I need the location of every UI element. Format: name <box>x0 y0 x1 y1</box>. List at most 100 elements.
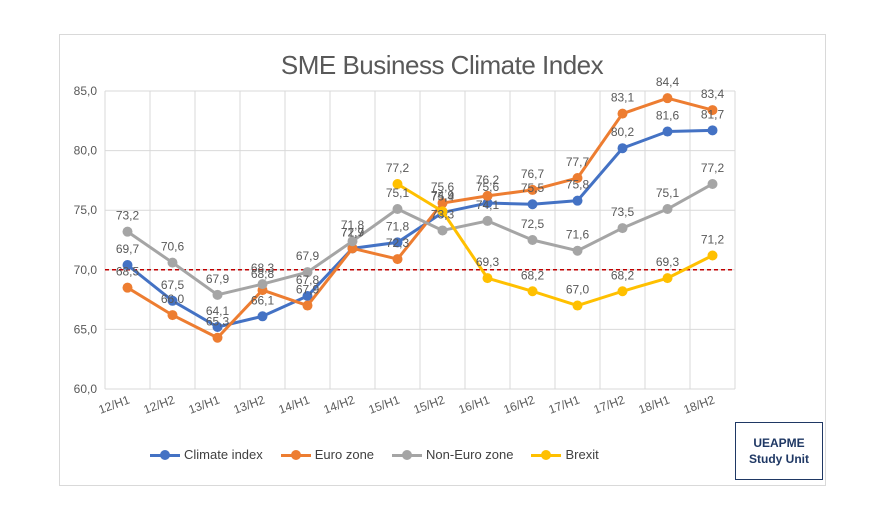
data-point-euro-zone <box>572 173 583 184</box>
data-point-climate-index <box>482 198 493 209</box>
data-label-non-euro-zone: 73,5 <box>611 205 635 219</box>
data-label-non-euro-zone: 75,1 <box>386 186 410 200</box>
data-point-non-euro-zone <box>617 223 628 234</box>
data-label-non-euro-zone: 67,9 <box>206 272 230 286</box>
y-tick-label: 75,0 <box>74 203 98 217</box>
data-label-climate-index: 71,8 <box>386 219 410 233</box>
data-label-non-euro-zone: 72,5 <box>521 217 545 231</box>
x-tick-label: 14/H1 <box>277 393 312 417</box>
data-point-euro-zone <box>302 300 313 311</box>
series-non-euro-zone <box>122 178 718 300</box>
chart-title: SME Business Climate Index <box>280 50 604 80</box>
y-tick-label: 70,0 <box>74 263 98 277</box>
data-label-euro-zone: 67,9 <box>296 283 320 297</box>
legend-swatch <box>280 449 311 460</box>
data-label-climate-index: 75,5 <box>521 181 545 195</box>
data-point-euro-zone <box>437 198 448 209</box>
data-label-climate-index: 67,5 <box>161 278 185 292</box>
data-label-brexit: 74,9 <box>431 188 455 202</box>
series-line-non-euro-zone <box>126 182 714 297</box>
x-tick-label: 17/H2 <box>592 393 627 417</box>
data-point-non-euro-zone <box>392 204 403 215</box>
y-tick-label: 80,0 <box>74 144 98 158</box>
data-point-euro-zone <box>392 254 403 265</box>
data-label-climate-index: 81,6 <box>656 109 680 123</box>
data-point-climate-index <box>707 125 718 136</box>
data-point-euro-zone <box>527 184 538 195</box>
legend: Climate index Euro zone Non-Euro zone Br… <box>150 447 599 462</box>
data-point-non-euro-zone <box>662 204 673 215</box>
data-point-non-euro-zone <box>302 267 313 278</box>
data-point-non-euro-zone <box>347 236 358 247</box>
data-point-climate-index <box>302 291 313 302</box>
y-tick-label: 65,0 <box>74 322 98 336</box>
legend-item-euro-zone: Euro zone <box>280 447 375 462</box>
data-point-non-euro-zone <box>257 279 268 290</box>
data-point-non-euro-zone <box>572 245 583 256</box>
data-label-euro-zone: 76,7 <box>521 167 545 181</box>
data-label-euro-zone: 68,8 <box>251 267 275 281</box>
legend-swatch <box>531 449 562 460</box>
data-label-euro-zone: 84,4 <box>656 75 680 89</box>
series-line-euro-zone <box>126 96 713 340</box>
data-point-brexit <box>527 286 538 297</box>
data-label-non-euro-zone: 70,6 <box>161 240 185 254</box>
data-point-non-euro-zone <box>707 178 718 189</box>
x-tick-label: 14/H2 <box>322 393 357 417</box>
data-label-non-euro-zone: 71,6 <box>566 228 590 242</box>
legend-swatch <box>392 449 423 460</box>
data-point-non-euro-zone <box>212 289 223 300</box>
data-label-climate-index: 75,4 <box>431 190 455 204</box>
ueapme-study-unit-badge: UEAPME Study Unit <box>735 422 823 480</box>
data-label-climate-index: 64,1 <box>206 304 230 318</box>
x-tick-label: 16/H1 <box>457 393 492 417</box>
data-label-climate-index: 67,8 <box>296 273 320 287</box>
data-label-non-euro-zone: 71,8 <box>341 218 365 232</box>
badge-line-1: UEAPME <box>753 436 805 450</box>
data-label-euro-zone: 83,4 <box>701 87 725 101</box>
data-label-euro-zone: 72,9 <box>341 225 365 239</box>
data-point-euro-zone <box>617 108 628 119</box>
legend-swatch <box>150 449 180 460</box>
data-point-non-euro-zone <box>527 235 538 245</box>
data-label-climate-index: 75,6 <box>476 180 500 194</box>
data-labels: 69,767,564,166,167,871,7 71,875,475,6 75,5… <box>116 75 725 329</box>
data-label-euro-zone: 76,2 <box>476 173 500 187</box>
data-label-brexit: 69,3 <box>476 255 500 269</box>
data-point-non-euro-zone <box>167 257 178 268</box>
data-point-climate-index <box>257 311 268 322</box>
data-point-climate-index <box>212 322 223 333</box>
data-label-climate-index: 81,7 <box>701 107 725 121</box>
data-point-brexit <box>572 300 583 311</box>
data-point-brexit <box>707 250 718 261</box>
x-tick-label: 13/H2 <box>232 393 267 417</box>
x-tick-label: 12/H2 <box>142 393 177 417</box>
series-brexit <box>392 178 718 311</box>
x-tick-label: 17/H1 <box>547 393 582 417</box>
gridlines <box>104 90 736 390</box>
data-point-euro-zone <box>212 332 223 343</box>
data-point-euro-zone <box>707 105 718 116</box>
data-point-climate-index <box>392 237 403 248</box>
data-point-non-euro-zone <box>122 226 133 237</box>
data-label-euro-zone: 72,3 <box>386 236 410 250</box>
data-point-climate-index <box>617 143 628 154</box>
legend-item-climate-index: Climate index <box>150 447 263 462</box>
data-point-brexit <box>392 178 403 189</box>
data-label-euro-zone: 75,6 <box>431 180 455 194</box>
data-point-climate-index <box>122 260 133 271</box>
x-tick-label: 18/H1 <box>637 393 672 417</box>
data-label-brexit: 69,3 <box>656 255 680 269</box>
data-label-brexit: 67,0 <box>566 283 590 297</box>
legend-label: Euro zone <box>314 447 375 462</box>
data-point-brexit <box>437 206 448 217</box>
data-label-non-euro-zone: 68,3 <box>251 261 275 275</box>
series-line-climate-index <box>126 128 713 329</box>
data-label-climate-index: 66,1 <box>251 293 275 307</box>
data-point-euro-zone <box>347 243 358 254</box>
data-label-brexit: 68,2 <box>521 268 545 282</box>
x-tick-label: 16/H2 <box>502 393 537 417</box>
data-point-euro-zone <box>482 190 493 201</box>
data-label-euro-zone: 77,7 <box>566 155 590 169</box>
